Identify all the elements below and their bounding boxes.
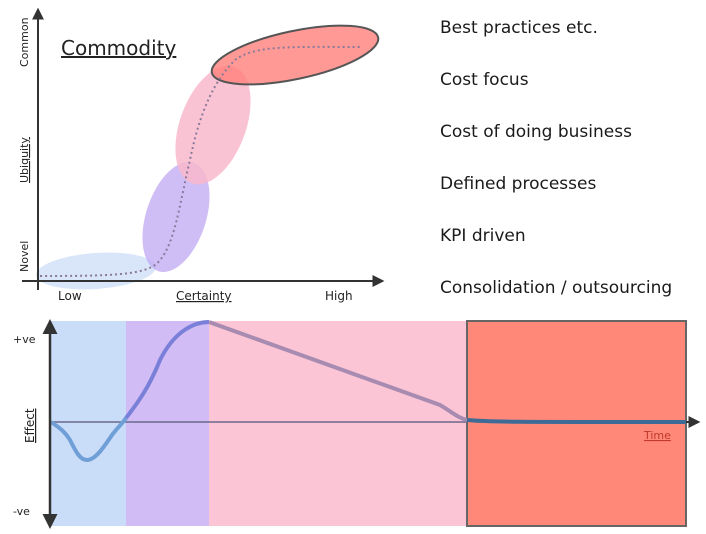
effect-curve-flat xyxy=(466,418,687,424)
x-tick-high: High xyxy=(325,289,353,303)
x-axis-title-time: Time xyxy=(643,429,671,442)
y-axis-title-effect: Effect xyxy=(23,408,37,443)
characteristic-item: Consolidation / outsourcing xyxy=(440,278,673,298)
top-chart: Commodity Novel Ubiquity Common Low Cert… xyxy=(18,7,385,303)
x-tick-low: Low xyxy=(58,289,82,303)
y-tick-ubiquity: Ubiquity xyxy=(18,137,31,183)
characteristic-item: Cost of doing business xyxy=(440,122,632,142)
chart-title: Commodity xyxy=(61,36,176,60)
product-ellipse xyxy=(175,65,251,185)
genesis-ellipse xyxy=(36,252,156,290)
x-tick-certainty: Certainty xyxy=(176,289,232,303)
bottom-chart: +ve -ve Effect Time xyxy=(13,319,701,529)
band-custom xyxy=(126,321,209,526)
y-tick-common: Common xyxy=(18,17,31,67)
characteristic-item: KPI driven xyxy=(440,226,526,246)
band-product xyxy=(209,321,467,526)
effect-curve-decline xyxy=(208,320,468,422)
y-label-negative: -ve xyxy=(13,505,30,518)
characteristic-item: Cost focus xyxy=(440,70,529,90)
characteristic-item: Best practices etc. xyxy=(440,18,598,38)
characteristic-item: Defined processes xyxy=(440,174,597,194)
commodity-ellipse xyxy=(210,24,380,86)
custom-ellipse xyxy=(142,162,210,272)
effect-curve-rise xyxy=(124,320,210,420)
y-label-positive: +ve xyxy=(13,333,36,346)
effect-curve-early xyxy=(49,416,128,463)
y-tick-novel: Novel xyxy=(18,241,31,272)
band-genesis xyxy=(51,321,126,526)
